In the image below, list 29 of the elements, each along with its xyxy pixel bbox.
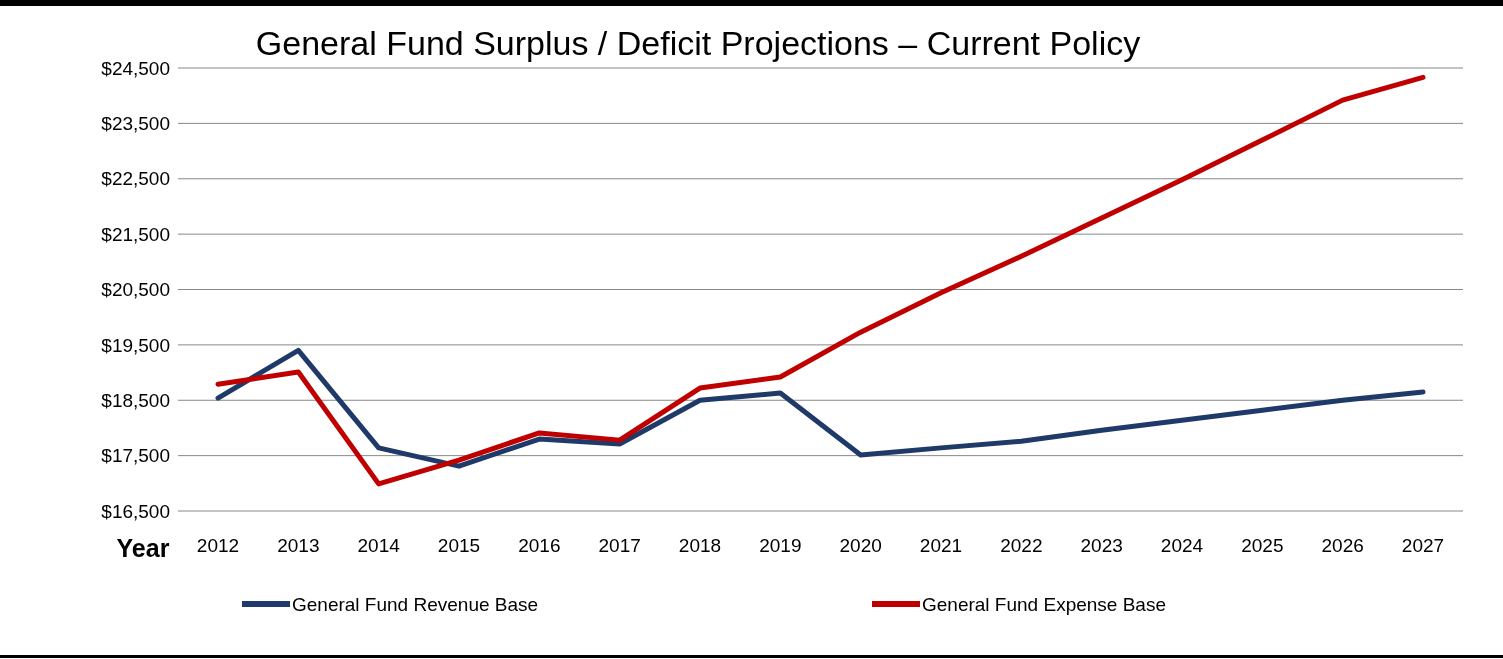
x-tick-label: 2025 <box>1241 535 1284 556</box>
y-tick-label: $16,500 <box>101 500 170 522</box>
x-tick-label: 2027 <box>1401 535 1445 556</box>
y-tick-label: $20,500 <box>101 279 170 301</box>
y-tick-label: $17,500 <box>101 445 170 467</box>
x-tick-label: 2017 <box>598 535 641 556</box>
legend-label: General Fund Expense Base <box>922 593 1166 615</box>
y-tick-label: $18,500 <box>101 389 170 411</box>
x-tick-label: 2024 <box>1160 535 1204 556</box>
x-tick-label: 2018 <box>678 535 722 556</box>
x-tick-label: 2022 <box>1000 535 1043 556</box>
x-tick-label: 2012 <box>196 535 240 556</box>
chart-title: General Fund Surplus / Deficit Projections – Current Policy <box>255 24 1141 62</box>
x-axis-title: Year <box>116 534 170 562</box>
x-tick-label: 2023 <box>1080 535 1123 556</box>
y-tick-label: $24,500 <box>101 57 170 79</box>
y-tick-label: $19,500 <box>101 334 170 356</box>
x-tick-label: 2026 <box>1321 535 1364 556</box>
y-tick-label: $21,500 <box>101 223 170 245</box>
x-tick-label: 2013 <box>277 535 320 556</box>
x-tick-label: 2014 <box>357 535 401 556</box>
x-tick-label: 2015 <box>437 535 481 556</box>
x-tick-label: 2021 <box>919 535 963 556</box>
x-tick-label: 2016 <box>518 535 561 556</box>
y-tick-label: $22,500 <box>101 168 170 190</box>
x-tick-label: 2020 <box>839 535 882 556</box>
y-tick-label: $23,500 <box>101 113 170 135</box>
x-tick-label: 2019 <box>759 535 802 556</box>
legend-label: General Fund Revenue Base <box>292 593 539 615</box>
